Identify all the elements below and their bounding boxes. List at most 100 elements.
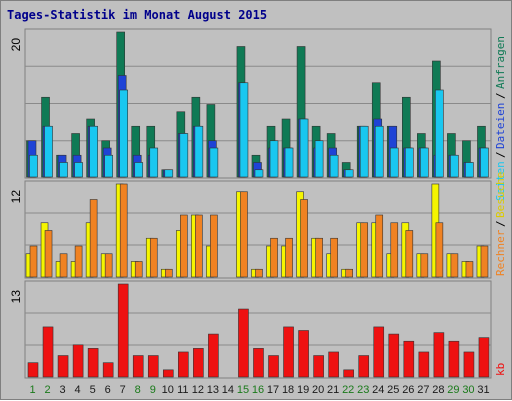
- bar-seiten-day-18: [284, 147, 294, 178]
- bar-seiten-day-22: [344, 169, 354, 178]
- bar-kb-day-17: [268, 355, 279, 378]
- bar-kb-day-10: [162, 369, 174, 378]
- bar-kb-day-23: [358, 355, 370, 378]
- day-label-30: 30: [462, 384, 474, 396]
- bar-rechner-day-21: [330, 237, 338, 278]
- bar-rechner-day-31: [480, 245, 489, 278]
- bar-kb-day-30: [463, 351, 475, 378]
- bar-seiten-day-9: [149, 147, 159, 178]
- day-label-26: 26: [402, 384, 414, 396]
- day-label-22: 22: [342, 384, 354, 396]
- day-label-2: 2: [44, 384, 50, 396]
- day-label-13: 13: [207, 384, 219, 396]
- bar-rechner-day-23: [360, 222, 369, 278]
- bar-seiten-day-30: [465, 162, 474, 178]
- day-label-4: 4: [75, 384, 81, 396]
- bar-kb-day-28: [433, 332, 445, 378]
- bar-rechner-day-27: [420, 253, 429, 278]
- bar-rechner-day-29: [450, 253, 459, 278]
- bar-seiten-day-16: [254, 169, 264, 178]
- bar-rechner-day-12: [195, 214, 203, 278]
- bar-rechner-day-4: [74, 245, 83, 278]
- bar-rechner-day-8: [134, 261, 143, 278]
- legend-label-seiten: Seiten: [494, 161, 507, 201]
- bar-rechner-day-10: [164, 268, 173, 278]
- bar-kb-day-13: [208, 333, 219, 378]
- bar-kb-day-15: [238, 308, 249, 378]
- day-label-8: 8: [135, 384, 141, 396]
- bar-kb-day-1: [27, 362, 39, 378]
- bar-seiten-day-28: [435, 89, 444, 178]
- legend-label-besuche: Besuche: [494, 172, 507, 218]
- bar-seiten-day-10: [164, 169, 174, 178]
- bar-seiten-day-21: [329, 154, 339, 178]
- bar-kb-day-19: [298, 330, 309, 378]
- bar-rechner-day-13: [210, 214, 218, 278]
- day-label-7: 7: [120, 384, 126, 396]
- chart-title: Tages-Statistik im Monat August 2015: [7, 8, 268, 22]
- day-label-23: 23: [357, 384, 369, 396]
- bar-seiten-day-1: [29, 154, 38, 178]
- bar-seiten-day-17: [269, 140, 279, 178]
- bar-rechner-day-30: [465, 261, 474, 278]
- day-label-10: 10: [162, 384, 174, 396]
- bar-rechner-day-17: [270, 237, 278, 278]
- bar-seiten-day-4: [74, 162, 83, 178]
- bar-seiten-day-8: [134, 162, 144, 178]
- bar-rechner-day-22: [345, 268, 353, 278]
- bar-rechner-day-1: [29, 245, 38, 278]
- bar-rechner-day-26: [405, 230, 414, 278]
- bar-kb-day-11: [178, 351, 189, 378]
- day-label-3: 3: [60, 384, 66, 396]
- bar-kb-day-7: [117, 283, 129, 378]
- bar-kb-day-31: [478, 337, 490, 378]
- day-label-6: 6: [105, 384, 111, 396]
- bar-rechner-day-19: [300, 199, 308, 278]
- day-label-16: 16: [252, 384, 264, 396]
- bar-seiten-day-6: [104, 154, 113, 178]
- bar-seiten-day-24: [374, 125, 384, 178]
- day-label-5: 5: [90, 384, 96, 396]
- bar-kb-day-26: [403, 340, 415, 378]
- bar-rechner-day-9: [149, 237, 158, 278]
- bar-kb-day-2: [42, 326, 54, 378]
- day-label-17: 17: [267, 384, 279, 396]
- legend-slash-3: /: [494, 220, 507, 227]
- legend-slash-2: /: [494, 92, 507, 99]
- bar-kb-day-22: [343, 369, 354, 378]
- bar-kb-day-3: [57, 355, 69, 378]
- bar-rechner-day-11: [180, 214, 188, 278]
- bar-rechner-day-15: [240, 191, 248, 278]
- bar-kb-day-24: [373, 326, 385, 378]
- bar-kb-day-20: [313, 355, 324, 378]
- day-label-1: 1: [29, 384, 35, 396]
- bar-seiten-day-19: [299, 118, 309, 178]
- bar-kb-day-18: [283, 326, 294, 378]
- bar-seiten-day-11: [179, 133, 189, 178]
- bar-seiten-day-15: [239, 82, 249, 178]
- bar-seiten-day-13: [209, 147, 219, 178]
- bar-rechner-day-25: [390, 222, 399, 278]
- day-label-20: 20: [312, 384, 324, 396]
- bar-seiten-day-5: [89, 125, 98, 178]
- bar-kb-day-16: [253, 348, 264, 378]
- day-label-15: 15: [237, 384, 249, 396]
- day-label-11: 11: [177, 384, 188, 396]
- legend-label-dateien: Dateien: [494, 103, 507, 149]
- bar-rechner-day-6: [104, 253, 113, 278]
- bar-kb-day-5: [87, 348, 99, 378]
- day-label-14: 14: [222, 384, 234, 396]
- day-label-21: 21: [327, 384, 339, 396]
- bar-seiten-day-25: [389, 147, 399, 178]
- y-axis-max-label-top: 20: [9, 38, 23, 52]
- y-axis-max-label-middle: 12: [9, 190, 23, 204]
- bar-rechner-day-3: [59, 253, 68, 278]
- day-label-9: 9: [150, 384, 156, 396]
- day-label-25: 25: [387, 384, 399, 396]
- bar-seiten-day-29: [450, 154, 459, 178]
- day-label-28: 28: [432, 384, 444, 396]
- day-label-29: 29: [447, 384, 459, 396]
- bar-seiten-day-20: [314, 140, 324, 178]
- day-label-31: 31: [477, 384, 489, 396]
